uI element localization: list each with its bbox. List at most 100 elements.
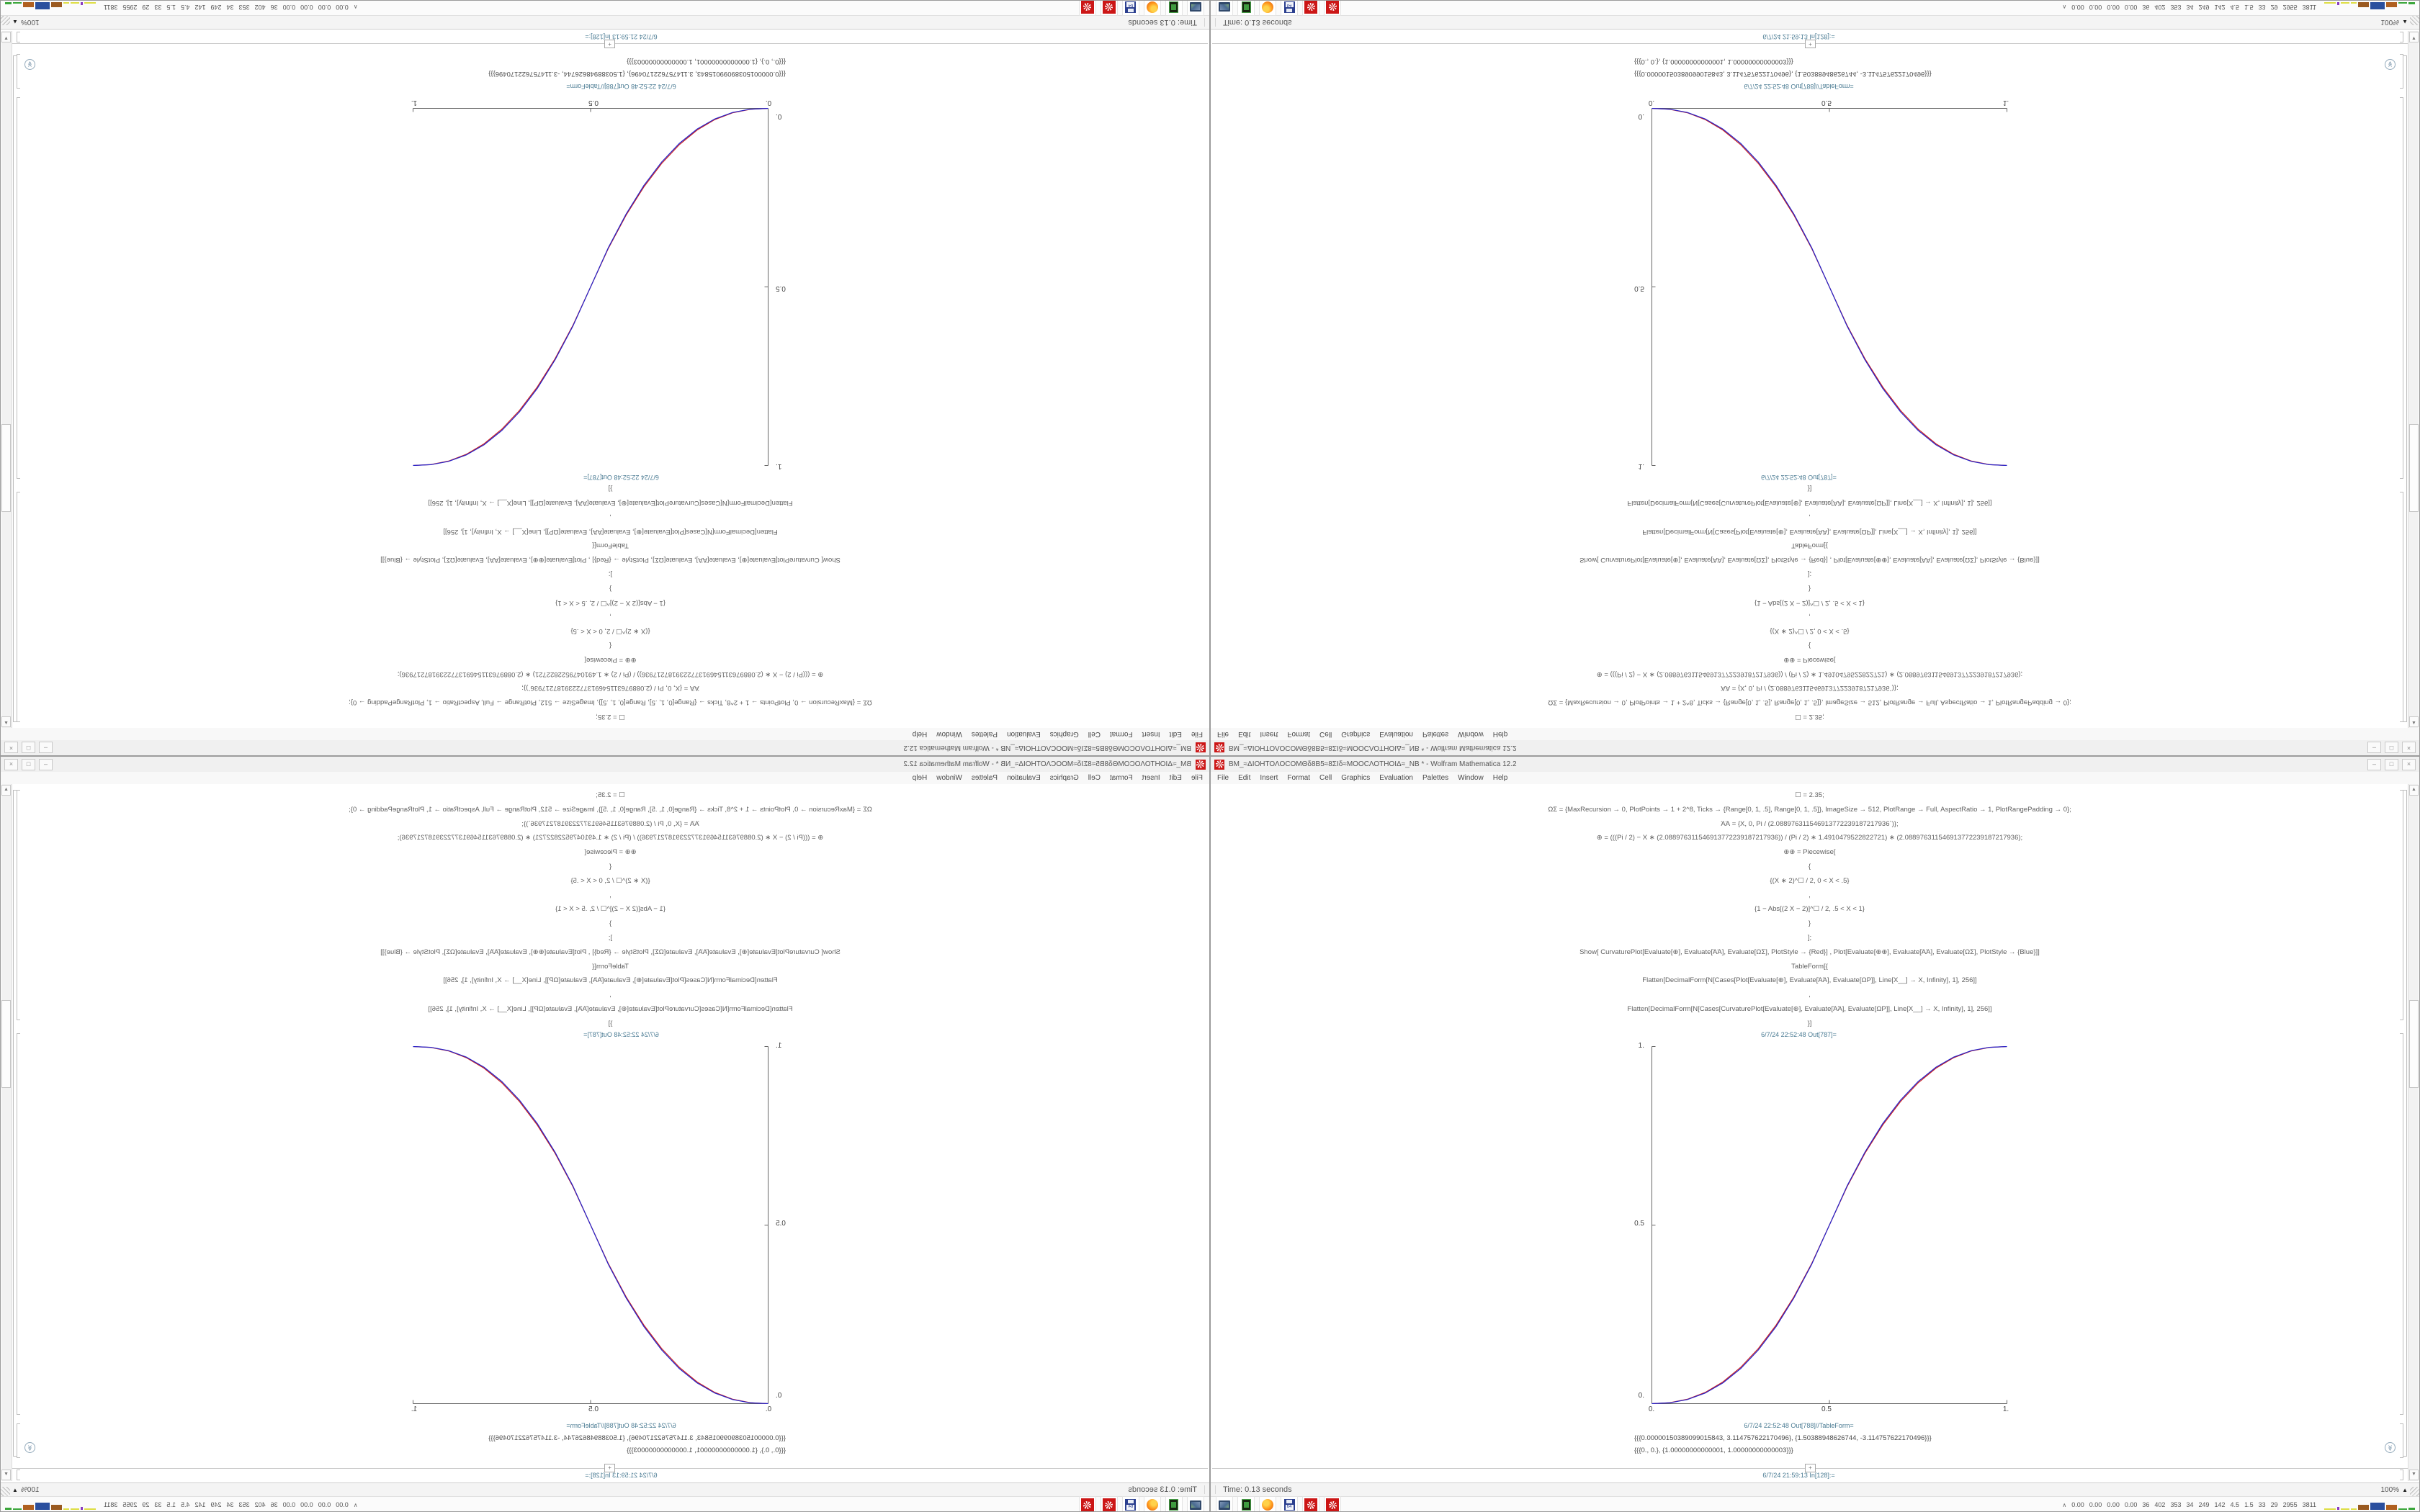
cell-group-toggle-icon[interactable]: ≫ bbox=[24, 59, 35, 70]
menu-edit[interactable]: Edit bbox=[1238, 774, 1251, 782]
menu-edit[interactable]: Edit bbox=[1169, 730, 1182, 738]
zoom-menu-arrow-icon[interactable]: ▲ bbox=[12, 1486, 18, 1493]
menu-evaluation[interactable]: Evaluation bbox=[1379, 730, 1413, 738]
title-bar[interactable]: ΒΜ_≈ΔΙΟΗΤΟΛΟCOMΘδ8Β5≈8ΣΙδ≈ΜΟΟCΛΟΤΗΟΙΔ≈_Ν… bbox=[1, 739, 1209, 755]
taskbar-icon-firefox[interactable] bbox=[1259, 0, 1276, 16]
cell-bracket-in128[interactable] bbox=[17, 32, 20, 42]
minimize-button[interactable]: – bbox=[39, 742, 53, 754]
menu-file[interactable]: File bbox=[1217, 774, 1229, 782]
menu-format[interactable]: Format bbox=[1109, 730, 1133, 738]
menu-format[interactable]: Format bbox=[1109, 774, 1133, 782]
input-cell[interactable]: ☐ = 2.35; ΩΣ = {MaxRecursion → 0, PlotPo… bbox=[33, 481, 1188, 724]
cell-bracket-out787[interactable] bbox=[17, 1033, 20, 1415]
cell-bracket-input[interactable] bbox=[17, 790, 20, 1020]
scroll-down-icon[interactable]: ▼ bbox=[1, 32, 11, 42]
minimize-button[interactable]: – bbox=[2367, 758, 2381, 770]
cell-bracket-out788[interactable] bbox=[2400, 1423, 2403, 1458]
menu-insert[interactable]: Insert bbox=[1260, 730, 1278, 738]
cell-insertion-bar[interactable]: + bbox=[12, 40, 1208, 48]
taskbar-icon-mathematica-2[interactable] bbox=[1324, 0, 1341, 16]
minimize-button[interactable]: – bbox=[39, 758, 53, 770]
tray-expand-icon[interactable]: ∧ bbox=[353, 1501, 358, 1508]
tray-expand-icon[interactable]: ∧ bbox=[2062, 1501, 2067, 1508]
input-cell[interactable]: ☐ = 2.35; ΩΣ = {MaxRecursion → 0, PlotPo… bbox=[1232, 481, 2387, 724]
menu-evaluation[interactable]: Evaluation bbox=[1007, 730, 1041, 738]
taskbar-icon-mathematica-2[interactable] bbox=[1079, 0, 1096, 16]
taskbar-icon-floppy-64[interactable]: 64 bbox=[1281, 1496, 1298, 1511]
menu-cell[interactable]: Cell bbox=[1088, 774, 1101, 782]
plot-svg[interactable] bbox=[413, 108, 768, 466]
menu-edit[interactable]: Edit bbox=[1238, 730, 1251, 738]
resize-grip[interactable] bbox=[1, 1487, 10, 1496]
scroll-down-icon[interactable]: ▼ bbox=[2409, 1470, 2419, 1480]
zoom-level[interactable]: 100% bbox=[2380, 18, 2400, 27]
scroll-up-icon[interactable]: ▲ bbox=[2409, 716, 2419, 727]
menu-cell[interactable]: Cell bbox=[1319, 774, 1332, 782]
cell-insertion-bar[interactable]: + bbox=[1212, 1464, 2408, 1472]
menu-format[interactable]: Format bbox=[1287, 730, 1311, 738]
vertical-scrollbar[interactable]: ▲ ▼ bbox=[1, 784, 12, 1481]
taskbar-icon-firefox[interactable] bbox=[1144, 0, 1161, 16]
taskbar-icon-green-app[interactable] bbox=[1165, 0, 1183, 16]
input-cell[interactable]: ☐ = 2.35; ΩΣ = {MaxRecursion → 0, PlotPo… bbox=[1232, 788, 2387, 1031]
cell-bracket-out788[interactable] bbox=[2400, 54, 2403, 89]
scrollbar-thumb[interactable] bbox=[1, 1000, 11, 1088]
taskbar-icon-remote-desktop[interactable] bbox=[1187, 1496, 1204, 1512]
taskbar-icon-mathematica-1[interactable] bbox=[1302, 0, 1319, 16]
taskbar-icon-floppy-64[interactable]: 64 bbox=[1122, 0, 1139, 16]
menu-insert[interactable]: Insert bbox=[1260, 774, 1278, 782]
cell-bracket-out788[interactable] bbox=[17, 1423, 20, 1458]
menu-palettes[interactable]: Palettes bbox=[1422, 774, 1449, 782]
close-button[interactable]: × bbox=[4, 742, 18, 754]
menu-palettes[interactable]: Palettes bbox=[1422, 730, 1449, 738]
insert-cell-plus-icon[interactable]: + bbox=[1805, 40, 1816, 48]
menu-cell[interactable]: Cell bbox=[1319, 730, 1332, 738]
magnification-control[interactable]: 100% ▲ bbox=[2381, 1486, 2420, 1494]
menu-insert[interactable]: Insert bbox=[1142, 730, 1160, 738]
plot-svg[interactable] bbox=[1652, 108, 2007, 466]
menu-palettes[interactable]: Palettes bbox=[971, 730, 998, 738]
scrollbar-thumb[interactable] bbox=[2409, 424, 2419, 512]
menu-file[interactable]: File bbox=[1217, 730, 1229, 738]
menu-window[interactable]: Window bbox=[1458, 730, 1484, 738]
title-bar[interactable]: ΒΜ_≈ΔΙΟΗΤΟΛΟCOMΘδ8Β5≈8ΣΙδ≈ΜΟΟCΛΟΤΗΟΙΔ≈_Ν… bbox=[1211, 739, 2419, 755]
close-button[interactable]: × bbox=[4, 758, 18, 770]
scrollbar-thumb[interactable] bbox=[1, 424, 11, 512]
input-cell[interactable]: ☐ = 2.35; ΩΣ = {MaxRecursion → 0, PlotPo… bbox=[33, 788, 1188, 1031]
cell-bracket-out787[interactable] bbox=[2400, 1033, 2403, 1415]
taskbar-icon-mathematica-1[interactable] bbox=[1101, 0, 1118, 16]
cell-bracket-out788[interactable] bbox=[17, 54, 20, 89]
plot-svg[interactable] bbox=[413, 1046, 768, 1404]
menu-edit[interactable]: Edit bbox=[1169, 774, 1182, 782]
minimize-button[interactable]: – bbox=[2367, 742, 2381, 754]
cell-insertion-bar[interactable]: + bbox=[12, 1464, 1208, 1472]
zoom-menu-arrow-icon[interactable]: ▲ bbox=[2402, 1486, 2408, 1493]
resize-grip[interactable] bbox=[2410, 16, 2419, 25]
menu-help[interactable]: Help bbox=[912, 730, 928, 738]
title-bar[interactable]: ΒΜ_≈ΔΙΟΗΤΟΛΟCOMΘδ8Β5≈8ΣΙδ≈ΜΟΟCΛΟΤΗΟΙΔ≈_Ν… bbox=[1211, 757, 2419, 773]
cell-bracket-group[interactable] bbox=[2403, 55, 2407, 722]
notebook-area[interactable] bbox=[1211, 784, 2408, 1481]
insert-cell-plus-icon[interactable]: + bbox=[604, 40, 615, 48]
taskbar-icon-remote-desktop[interactable] bbox=[1187, 0, 1204, 16]
taskbar-icon-mathematica-1[interactable] bbox=[1302, 1496, 1319, 1511]
menu-file[interactable]: File bbox=[1191, 774, 1203, 782]
cell-group-toggle-icon[interactable]: ≫ bbox=[2385, 59, 2396, 70]
taskbar-icon-firefox[interactable] bbox=[1144, 1496, 1161, 1512]
taskbar-icon-mathematica-2[interactable] bbox=[1079, 1496, 1096, 1512]
menu-window[interactable]: Window bbox=[1458, 774, 1484, 782]
taskbar-icon-remote-desktop[interactable] bbox=[1216, 1496, 1233, 1511]
zoom-menu-arrow-icon[interactable]: ▲ bbox=[12, 19, 18, 26]
zoom-level[interactable]: 100% bbox=[20, 1485, 40, 1494]
taskbar-icon-green-app[interactable] bbox=[1237, 1496, 1255, 1511]
cell-bracket-in128[interactable] bbox=[2400, 1470, 2403, 1480]
taskbar-icon-green-app[interactable] bbox=[1237, 0, 1255, 16]
zoom-menu-arrow-icon[interactable]: ▲ bbox=[2402, 19, 2408, 26]
scroll-down-icon[interactable]: ▼ bbox=[2409, 32, 2419, 42]
title-bar[interactable]: ΒΜ_≈ΔΙΟΗΤΟΛΟCOMΘδ8Β5≈8ΣΙδ≈ΜΟΟCΛΟΤΗΟΙΔ≈_Ν… bbox=[1, 757, 1209, 773]
menu-evaluation[interactable]: Evaluation bbox=[1007, 774, 1041, 782]
tray-expand-icon[interactable]: ∧ bbox=[353, 4, 358, 11]
menu-window[interactable]: Window bbox=[936, 774, 962, 782]
taskbar-icon-firefox[interactable] bbox=[1259, 1496, 1276, 1511]
menu-window[interactable]: Window bbox=[936, 730, 962, 738]
